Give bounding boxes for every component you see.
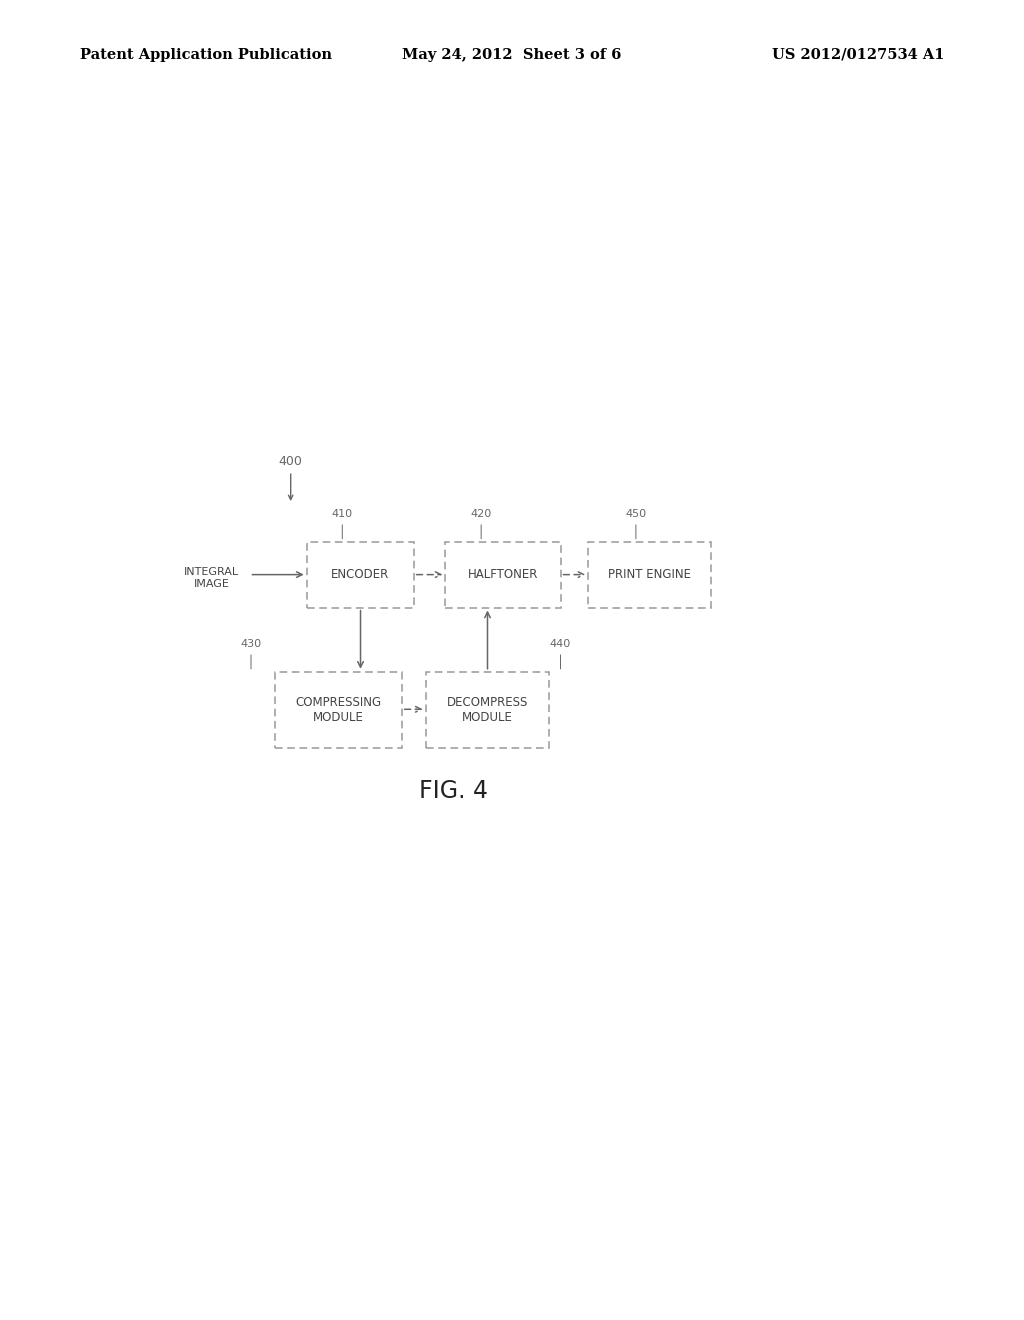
Text: FIG. 4: FIG. 4 [419, 779, 487, 803]
FancyBboxPatch shape [306, 541, 414, 607]
Text: 440: 440 [550, 639, 571, 669]
Text: 410: 410 [332, 510, 353, 539]
Text: US 2012/0127534 A1: US 2012/0127534 A1 [772, 48, 944, 62]
FancyBboxPatch shape [445, 541, 560, 607]
FancyBboxPatch shape [274, 672, 401, 748]
Text: May 24, 2012  Sheet 3 of 6: May 24, 2012 Sheet 3 of 6 [402, 48, 622, 62]
Text: INTEGRAL
IMAGE: INTEGRAL IMAGE [183, 568, 239, 589]
FancyBboxPatch shape [588, 541, 712, 607]
Text: ENCODER: ENCODER [331, 568, 389, 581]
Text: 420: 420 [470, 510, 492, 539]
Text: Patent Application Publication: Patent Application Publication [80, 48, 332, 62]
Text: PRINT ENGINE: PRINT ENGINE [608, 568, 691, 581]
Text: HALFTONER: HALFTONER [468, 568, 539, 581]
FancyBboxPatch shape [426, 672, 549, 748]
Text: DECOMPRESS
MODULE: DECOMPRESS MODULE [446, 696, 527, 723]
Text: 400: 400 [279, 455, 303, 500]
Text: COMPRESSING
MODULE: COMPRESSING MODULE [295, 696, 381, 723]
Text: 450: 450 [626, 510, 646, 539]
Text: 430: 430 [241, 639, 261, 669]
